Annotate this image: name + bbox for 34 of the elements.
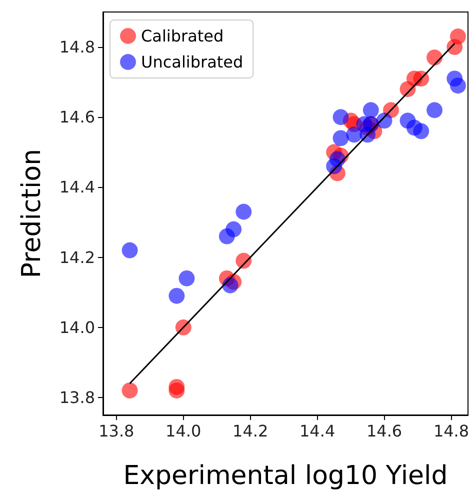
point bbox=[413, 123, 430, 140]
point bbox=[329, 151, 346, 168]
point bbox=[332, 130, 349, 146]
point bbox=[446, 39, 463, 56]
point bbox=[426, 50, 443, 66]
y-tick-label: 13.8 bbox=[59, 388, 95, 407]
point bbox=[236, 204, 252, 220]
y-tick-label: 14.6 bbox=[59, 108, 95, 127]
point bbox=[450, 78, 466, 94]
x-tick-label: 14.6 bbox=[366, 422, 402, 440]
point bbox=[178, 270, 195, 286]
point bbox=[226, 221, 242, 238]
y-tick-label: 14.0 bbox=[59, 318, 95, 337]
x-tick-label: 14.2 bbox=[232, 422, 268, 440]
y-tick-label: 14.8 bbox=[59, 38, 95, 57]
point bbox=[122, 242, 138, 258]
x-tick-label: 14.4 bbox=[300, 422, 336, 440]
point bbox=[426, 102, 443, 118]
point bbox=[362, 102, 379, 118]
point bbox=[122, 382, 138, 398]
x-tick-label: 14.0 bbox=[166, 422, 202, 440]
point bbox=[222, 277, 238, 294]
x-tick-label: 13.8 bbox=[98, 422, 134, 440]
y-tick-label: 14.4 bbox=[59, 178, 95, 197]
y-axis-title: Prediction bbox=[17, 148, 47, 278]
point bbox=[356, 116, 372, 132]
point bbox=[332, 109, 349, 126]
y-tick-label: 14.2 bbox=[59, 248, 95, 267]
point bbox=[168, 378, 185, 395]
legend-label: Calibrated bbox=[141, 26, 224, 46]
x-axis-title: Experimental log10 Yield bbox=[123, 461, 448, 491]
point bbox=[168, 288, 185, 304]
x-tick-label: 14.8 bbox=[433, 422, 470, 440]
legend-label: Uncalibrated bbox=[141, 52, 244, 72]
